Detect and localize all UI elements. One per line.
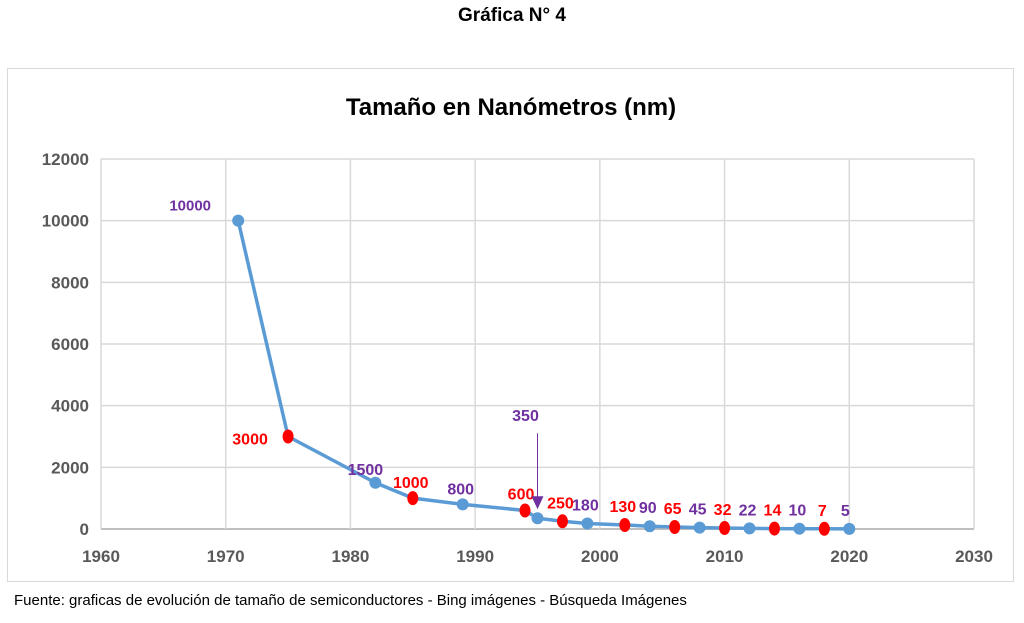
data-point-highlight — [719, 521, 731, 536]
data-label: 180 — [572, 497, 599, 514]
x-tick-label: 1980 — [332, 547, 370, 566]
data-point-highlight — [768, 521, 780, 536]
data-label: 1000 — [393, 475, 429, 492]
data-point — [531, 512, 544, 525]
chart-frame: Tamaño en Nanómetros (nm) 0 2000 4000 6000 80… — [7, 68, 1014, 582]
data-point — [456, 498, 469, 511]
data-point-highlight — [669, 519, 681, 534]
data-label: 1500 — [348, 462, 384, 479]
data-label: 800 — [447, 481, 474, 498]
y-tick-label: 0 — [80, 520, 89, 539]
data-label: 10 — [789, 503, 807, 520]
data-point-highlight — [556, 514, 568, 529]
y-tick-label: 12000 — [42, 150, 89, 169]
y-tick-label: 6000 — [51, 335, 89, 354]
figure-heading: Gráfica N° 4 — [458, 5, 566, 26]
data-label: 3000 — [232, 432, 268, 449]
x-tick-label: 1990 — [456, 547, 494, 566]
data-point — [793, 522, 806, 535]
data-point-highlight — [407, 491, 419, 506]
data-point-highlight — [619, 517, 631, 532]
data-label: 10000 — [169, 198, 211, 215]
data-label: 350 — [512, 408, 539, 425]
chart-title: Tamaño en Nanómetros (nm) — [346, 94, 676, 121]
x-tick-label: 2030 — [955, 547, 993, 566]
data-point — [643, 520, 656, 533]
y-tick-label: 10000 — [42, 212, 89, 231]
data-point — [581, 517, 594, 530]
x-tick-label: 1970 — [207, 547, 245, 566]
y-tick-label: 2000 — [51, 458, 89, 477]
data-label: 5 — [841, 503, 850, 520]
y-tick-label: 4000 — [51, 397, 89, 416]
data-point — [693, 521, 706, 534]
data-point — [232, 214, 245, 227]
data-label: 14 — [764, 503, 782, 520]
x-tick-label: 2000 — [581, 547, 619, 566]
data-point-highlight — [818, 521, 830, 536]
data-label: 45 — [689, 502, 707, 519]
y-tick-label: 8000 — [51, 273, 89, 292]
data-label: 250 — [547, 495, 574, 512]
data-label: 7 — [818, 503, 827, 520]
callout-arrow-icon — [531, 496, 544, 510]
data-label: 90 — [639, 500, 657, 517]
data-point-highlight — [519, 503, 531, 518]
data-label: 130 — [609, 499, 636, 516]
data-point — [369, 476, 382, 489]
line-chart: Tamaño en Nanómetros (nm) 0 2000 4000 6000 80… — [42, 94, 993, 566]
x-tick-label: 2010 — [706, 547, 744, 566]
x-tick-label: 1960 — [82, 547, 120, 566]
data-label: 22 — [739, 502, 757, 519]
source-caption: Fuente: graficas de evolución de tamaño … — [14, 592, 687, 609]
data-label: 32 — [714, 502, 732, 519]
data-label: 600 — [508, 487, 535, 504]
x-tick-label: 2020 — [830, 547, 868, 566]
data-point — [843, 522, 856, 535]
data-label: 65 — [664, 501, 682, 518]
data-point — [743, 522, 756, 535]
data-point-highlight — [282, 429, 294, 444]
series-line — [236, 220, 850, 531]
